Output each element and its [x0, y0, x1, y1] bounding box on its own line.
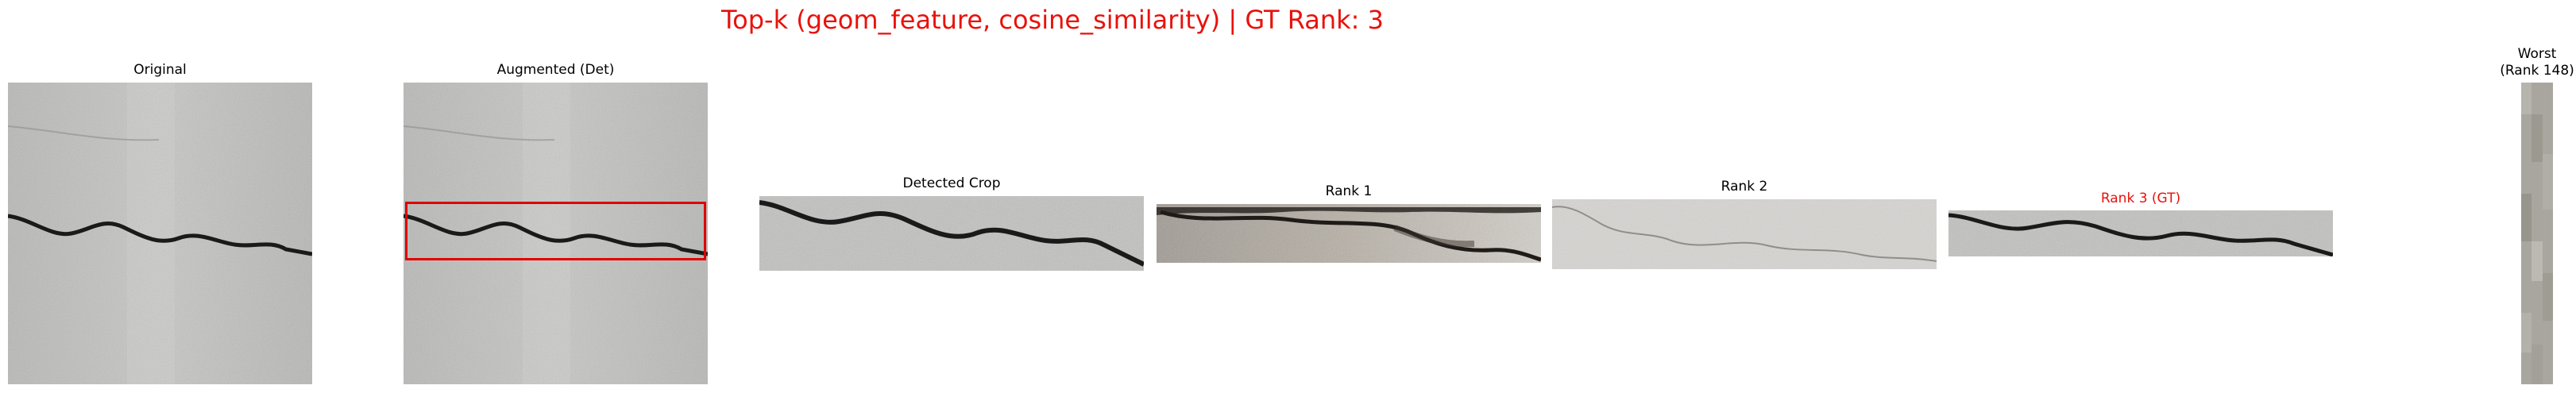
rank3-gt-label: Rank 3 (GT) [2100, 191, 2181, 206]
augmented-image [404, 83, 708, 384]
rank2-label: Rank 2 [1721, 179, 1768, 195]
detected-crop-label: Detected Crop [902, 175, 1001, 191]
rank1-label: Rank 1 [1325, 183, 1373, 199]
worst-label: Worst (Rank 148) [2500, 46, 2574, 79]
rank3-gt-image [1948, 210, 2333, 256]
detected-crop-image [759, 196, 1144, 271]
detection-bounding-box [405, 202, 706, 260]
original-label: Original [133, 62, 187, 78]
rank2-image [1552, 199, 1937, 269]
augmented-label: Augmented (Det) [496, 62, 615, 78]
worst-image [2521, 83, 2553, 384]
figure-title: Top-k (geom_feature, cosine_similarity) … [721, 5, 1384, 35]
rank1-image [1157, 204, 1541, 263]
original-image [8, 83, 312, 384]
